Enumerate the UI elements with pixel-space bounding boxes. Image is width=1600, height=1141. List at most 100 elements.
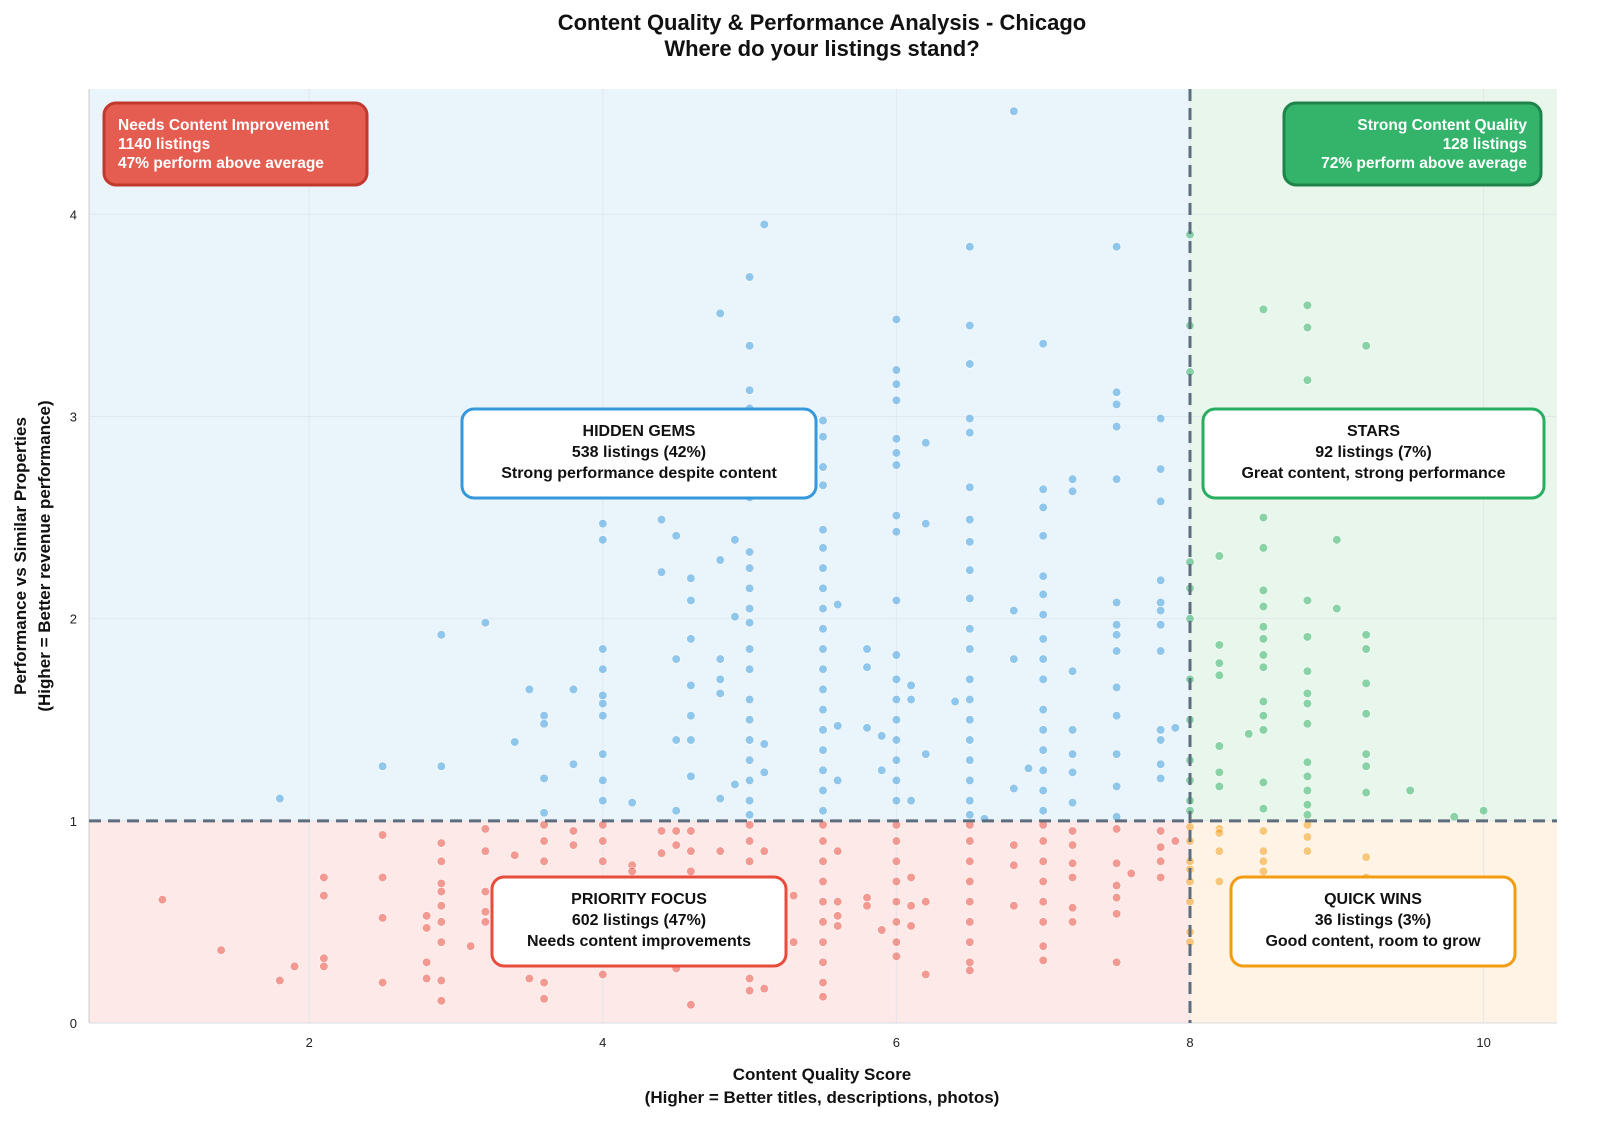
point-hidden-gems <box>965 775 975 786</box>
point-priority-focus <box>1038 876 1048 887</box>
point-priority-focus <box>818 856 828 866</box>
point-hidden-gems <box>818 785 828 796</box>
point-priority-focus <box>598 836 608 846</box>
quick-wins-box <box>1229 875 1517 968</box>
point-priority-focus <box>862 893 872 903</box>
point-stars <box>1258 585 1268 595</box>
point-stars <box>1449 812 1459 822</box>
point-priority-focus <box>656 826 667 836</box>
point-priority-focus <box>891 897 902 907</box>
data-points <box>157 106 1489 1010</box>
point-priority-focus <box>833 897 843 907</box>
point-stars <box>1302 632 1313 642</box>
point-hidden-gems <box>862 662 872 672</box>
point-priority-focus <box>833 846 843 856</box>
point-hidden-gems <box>1038 654 1048 664</box>
point-stars <box>1302 698 1313 709</box>
point-hidden-gems <box>965 537 975 547</box>
point-hidden-gems <box>818 806 828 816</box>
y-tick-label: 1 <box>70 814 77 829</box>
x-tick-label: 10 <box>1476 1035 1490 1050</box>
point-hidden-gems <box>744 603 755 614</box>
point-priority-focus <box>275 975 285 986</box>
point-hidden-gems <box>965 755 975 765</box>
point-priority-focus <box>539 836 549 846</box>
point-hidden-gems <box>1111 749 1122 759</box>
point-priority-focus <box>1111 824 1122 834</box>
point-hidden-gems <box>1038 705 1048 715</box>
point-priority-focus <box>1038 917 1048 927</box>
point-hidden-gems <box>480 618 490 628</box>
point-hidden-gems <box>759 219 769 230</box>
point-priority-focus <box>1038 955 1048 965</box>
point-priority-focus <box>1170 836 1180 846</box>
point-priority-focus <box>818 836 828 846</box>
point-priority-focus <box>627 866 637 876</box>
point-hidden-gems <box>965 242 975 252</box>
point-hidden-gems <box>378 761 388 771</box>
point-hidden-gems <box>686 680 696 690</box>
point-hidden-gems <box>1023 763 1034 773</box>
point-priority-focus <box>833 921 843 931</box>
stars-box <box>1201 407 1546 500</box>
point-priority-focus <box>965 836 975 846</box>
point-hidden-gems <box>1038 785 1048 796</box>
point-hidden-gems <box>1111 474 1122 484</box>
point-hidden-gems <box>1111 781 1122 792</box>
point-quick-wins <box>1258 866 1268 876</box>
point-stars <box>1302 785 1313 796</box>
point-hidden-gems <box>744 810 755 820</box>
point-hidden-gems <box>906 680 916 690</box>
point-hidden-gems <box>744 775 755 786</box>
point-hidden-gems <box>1038 589 1048 600</box>
hidden-gems-text: Strong performance despite content <box>501 465 777 482</box>
point-hidden-gems <box>744 796 755 806</box>
point-priority-focus <box>1156 872 1166 883</box>
point-hidden-gems <box>1067 666 1078 676</box>
point-priority-focus <box>436 917 446 927</box>
point-priority-focus <box>891 917 902 927</box>
point-hidden-gems <box>818 624 828 634</box>
point-hidden-gems <box>965 624 975 634</box>
quick-wins-text: QUICK WINS <box>1324 891 1422 908</box>
hidden-gems-text: HIDDEN GEMS <box>583 423 696 440</box>
point-hidden-gems <box>510 737 520 747</box>
point-hidden-gems <box>1156 646 1166 656</box>
point-priority-focus <box>378 977 388 988</box>
priority-focus-text: Needs content improvements <box>527 933 751 950</box>
point-hidden-gems <box>598 775 608 786</box>
point-hidden-gems <box>818 684 828 695</box>
point-hidden-gems <box>656 567 667 577</box>
chart-subtitle: Where do your listings stand? <box>664 36 979 61</box>
point-hidden-gems <box>539 719 549 729</box>
point-hidden-gems <box>627 798 637 808</box>
point-hidden-gems <box>965 674 975 684</box>
point-hidden-gems <box>1067 749 1078 759</box>
point-hidden-gems <box>1111 422 1122 432</box>
point-hidden-gems <box>686 595 696 606</box>
x-tick-label: 2 <box>306 1035 313 1050</box>
point-hidden-gems <box>965 644 975 654</box>
point-hidden-gems <box>759 767 769 777</box>
strong-quality-text: Strong Content Quality <box>1357 117 1527 134</box>
point-hidden-gems <box>598 519 608 529</box>
point-hidden-gems <box>921 749 931 759</box>
point-hidden-gems <box>715 308 725 319</box>
point-hidden-gems <box>1156 413 1166 424</box>
point-hidden-gems <box>1009 654 1019 664</box>
point-priority-focus <box>1111 957 1122 967</box>
point-hidden-gems <box>891 510 902 521</box>
point-hidden-gems <box>818 543 828 553</box>
point-stars <box>1332 603 1342 614</box>
point-hidden-gems <box>965 482 975 492</box>
needs-improvement-text: 47% perform above average <box>118 155 324 172</box>
point-priority-focus <box>510 850 520 860</box>
point-hidden-gems <box>744 563 755 573</box>
point-hidden-gems <box>759 739 769 749</box>
point-hidden-gems <box>1038 571 1048 581</box>
point-hidden-gems <box>744 272 755 282</box>
point-stars <box>1258 634 1268 644</box>
point-hidden-gems <box>598 690 608 701</box>
point-quick-wins <box>1361 852 1371 862</box>
x-tick-label: 6 <box>893 1035 900 1050</box>
